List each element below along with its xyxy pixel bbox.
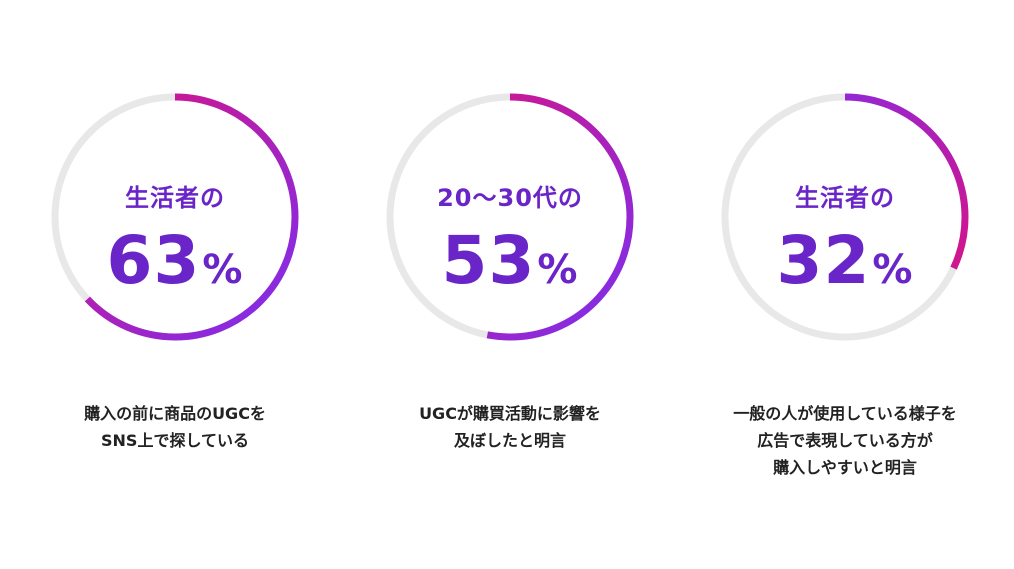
caption-line: 及ぼしたと明言 [453,431,566,450]
caption-line: SNS上で探している [101,431,249,450]
progress-ring [385,92,635,342]
progress-ring [720,92,970,342]
stat-caption: 一般の人が使用している様子を 広告で表現している方が 購入しやすいと明言 [695,400,995,481]
stat-number: 53 [441,222,536,299]
percent-sign: % [872,247,914,293]
progress-ring [50,92,300,342]
stat-card-3: 生活者の 32% 一般の人が使用している様子を 広告で表現している方が 購入しや… [695,0,995,569]
stat-caption: UGCが購買活動に影響を 及ぼしたと明言 [360,400,660,454]
caption-line: 一般の人が使用している様子を [733,404,957,423]
caption-line: 購入の前に商品のUGCを [84,404,266,423]
ring-progress-arc [386,93,634,341]
progress-ring-svg [51,93,299,341]
ring-progress-arc [721,93,969,341]
caption-line: 広告で表現している方が [757,431,933,450]
caption-line: 購入しやすいと明言 [773,458,917,477]
stat-label: 生活者の [795,184,895,212]
stat-number: 32 [776,222,871,299]
stat-card-2: 20～30代の 53% UGCが購買活動に影響を 及ぼしたと明言 [360,0,660,569]
stat-label: 20～30代の [437,184,583,212]
progress-ring-svg [386,93,634,341]
progress-ring-svg [721,93,969,341]
ring-progress-arc [51,93,299,341]
stat-value: 32% [695,221,995,310]
stat-number: 63 [106,222,201,299]
stat-card-1: 生活者の 63% 購入の前に商品のUGCを SNS上で探している [25,0,325,569]
percent-sign: % [537,247,579,293]
stat-value: 53% [360,221,660,310]
stat-value: 63% [25,221,325,310]
stat-caption: 購入の前に商品のUGCを SNS上で探している [25,400,325,454]
percent-sign: % [202,247,244,293]
caption-line: UGCが購買活動に影響を [419,404,601,423]
stat-label: 生活者の [125,184,225,212]
